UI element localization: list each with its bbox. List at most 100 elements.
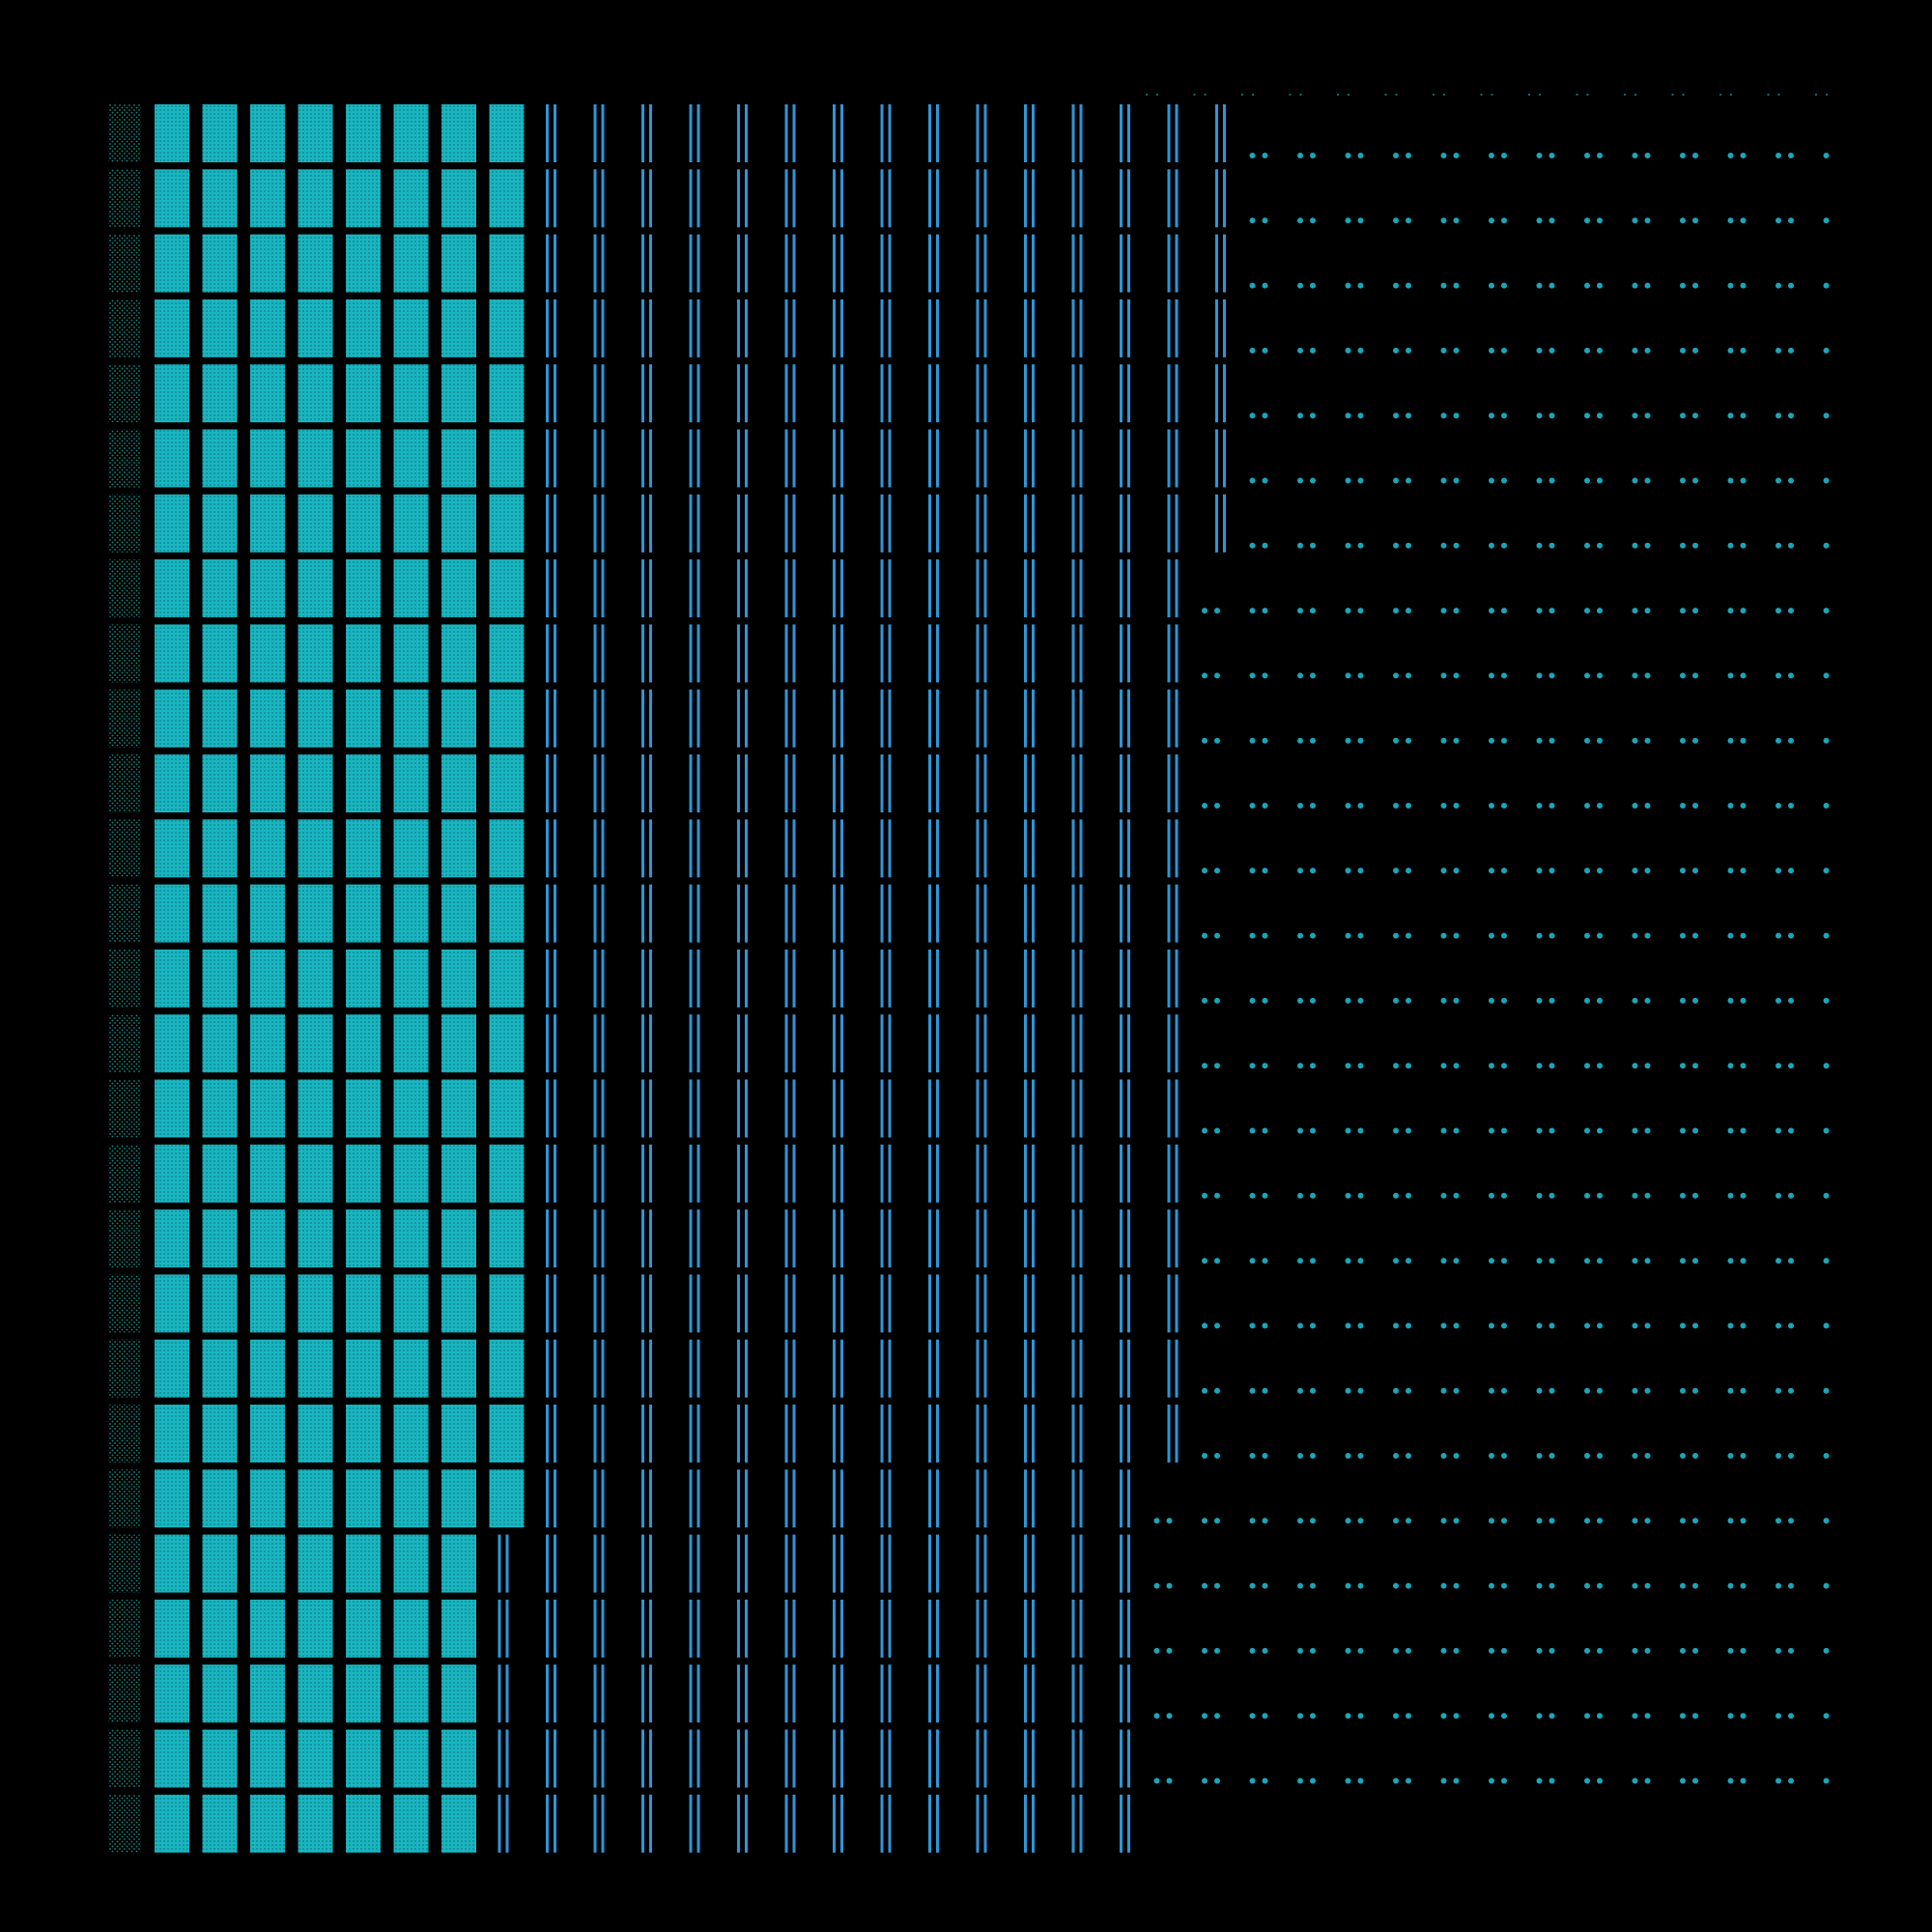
solid-tile (250, 234, 285, 293)
bar-mark (936, 1014, 939, 1073)
bar-mark (1024, 1144, 1027, 1203)
dot-mark (1692, 1192, 1698, 1199)
dot-mark (1406, 737, 1411, 744)
solid-tile (202, 754, 238, 812)
solid-tile (393, 1664, 429, 1723)
bar-mark (1127, 1664, 1130, 1723)
edge-column-cell (108, 1729, 141, 1788)
solid-tile (298, 1729, 333, 1788)
dot-mark (1262, 1453, 1268, 1459)
solid-tile (441, 754, 476, 812)
solid-tile (346, 1794, 381, 1853)
dot-mark (1442, 93, 1446, 97)
dot-mark (1548, 1127, 1555, 1134)
bar-mark (1120, 819, 1122, 878)
bar-mark (1024, 1469, 1027, 1528)
dot-mark (1393, 1387, 1399, 1394)
dot-mark (1776, 542, 1781, 549)
dot-mark (1680, 672, 1686, 679)
bar-mark (1127, 1209, 1130, 1268)
bar-mark (840, 624, 843, 683)
dot-mark (1632, 997, 1638, 1004)
bar-mark (976, 429, 980, 488)
dot-mark (1406, 932, 1411, 939)
bar-mark (983, 1339, 987, 1398)
dot-mark (1406, 1322, 1411, 1329)
bar-mark (1071, 429, 1075, 488)
bar-mark (840, 1794, 843, 1853)
bar-mark (936, 494, 939, 553)
dot-mark (1310, 737, 1316, 744)
bar-mark (689, 1534, 693, 1593)
solid-tile (346, 298, 381, 357)
bar-mark (840, 234, 843, 293)
dot-mark (1501, 1127, 1507, 1134)
dot-mark (1299, 93, 1302, 97)
dot-mark (1289, 93, 1292, 97)
dot-mark (1214, 1387, 1220, 1394)
bar-mark (983, 754, 987, 812)
bar-mark (601, 1209, 605, 1268)
bar-mark (1127, 1339, 1130, 1398)
dot-mark (1357, 217, 1364, 224)
bar-mark (1167, 169, 1171, 228)
dot-mark (1440, 282, 1447, 289)
bar-mark (928, 1144, 931, 1203)
dot-mark (1489, 737, 1494, 744)
bar-mark (745, 1339, 748, 1398)
bar-mark (641, 1339, 644, 1398)
bar-mark (983, 298, 987, 357)
bar-mark (554, 1405, 556, 1463)
dot-mark (1393, 867, 1399, 874)
bar-mark (649, 1144, 652, 1203)
bar-mark (696, 1144, 700, 1203)
dot-mark (1310, 347, 1316, 354)
bar-mark (880, 1144, 884, 1203)
bar-mark (1079, 1079, 1083, 1138)
dot-mark (1310, 1582, 1316, 1589)
dot-mark (1202, 803, 1208, 809)
dot-mark (1501, 477, 1507, 484)
bar-mark (745, 298, 748, 357)
bar-mark (928, 1599, 931, 1658)
bar-mark (928, 429, 931, 488)
bar-mark (1024, 1794, 1027, 1853)
bar-mark (554, 1014, 556, 1073)
bar-mark (1175, 298, 1179, 357)
dot-mark (1632, 1192, 1638, 1199)
solid-tile (441, 1079, 476, 1138)
dot-mark (1202, 672, 1208, 679)
dot-mark (1501, 217, 1507, 224)
dot-mark (1632, 1387, 1638, 1394)
bar-mark (888, 429, 892, 488)
solid-tile (346, 1209, 381, 1268)
dot-mark (1310, 672, 1316, 679)
bar-mark (649, 1469, 652, 1528)
bar-mark (983, 689, 987, 748)
bar-mark (833, 1339, 836, 1398)
bar-mark (983, 559, 987, 618)
bar-mark (983, 1144, 987, 1203)
bar-mark (888, 1339, 892, 1398)
dot-mark (1680, 867, 1686, 874)
bar-mark (649, 819, 652, 878)
dot-mark (1823, 608, 1830, 614)
dot-mark (1440, 1387, 1447, 1394)
bar-mark (840, 1339, 843, 1398)
dot-mark (1501, 1387, 1507, 1394)
dot-mark (1788, 1127, 1794, 1134)
solid-tile (250, 1014, 285, 1073)
bar-mark (880, 1794, 884, 1853)
dot-mark (1777, 93, 1780, 97)
bar-mark (1127, 104, 1130, 162)
solid-tile (441, 169, 476, 228)
dot-mark (1489, 153, 1494, 158)
edge-column-cell (108, 104, 141, 162)
solid-tile (489, 559, 525, 618)
dot-mark (1632, 1322, 1638, 1329)
dot-mark (1453, 1453, 1460, 1459)
dot-mark (1440, 153, 1447, 158)
bar-mark (1127, 429, 1130, 488)
bar-mark (696, 429, 700, 488)
bar-mark (601, 494, 605, 553)
